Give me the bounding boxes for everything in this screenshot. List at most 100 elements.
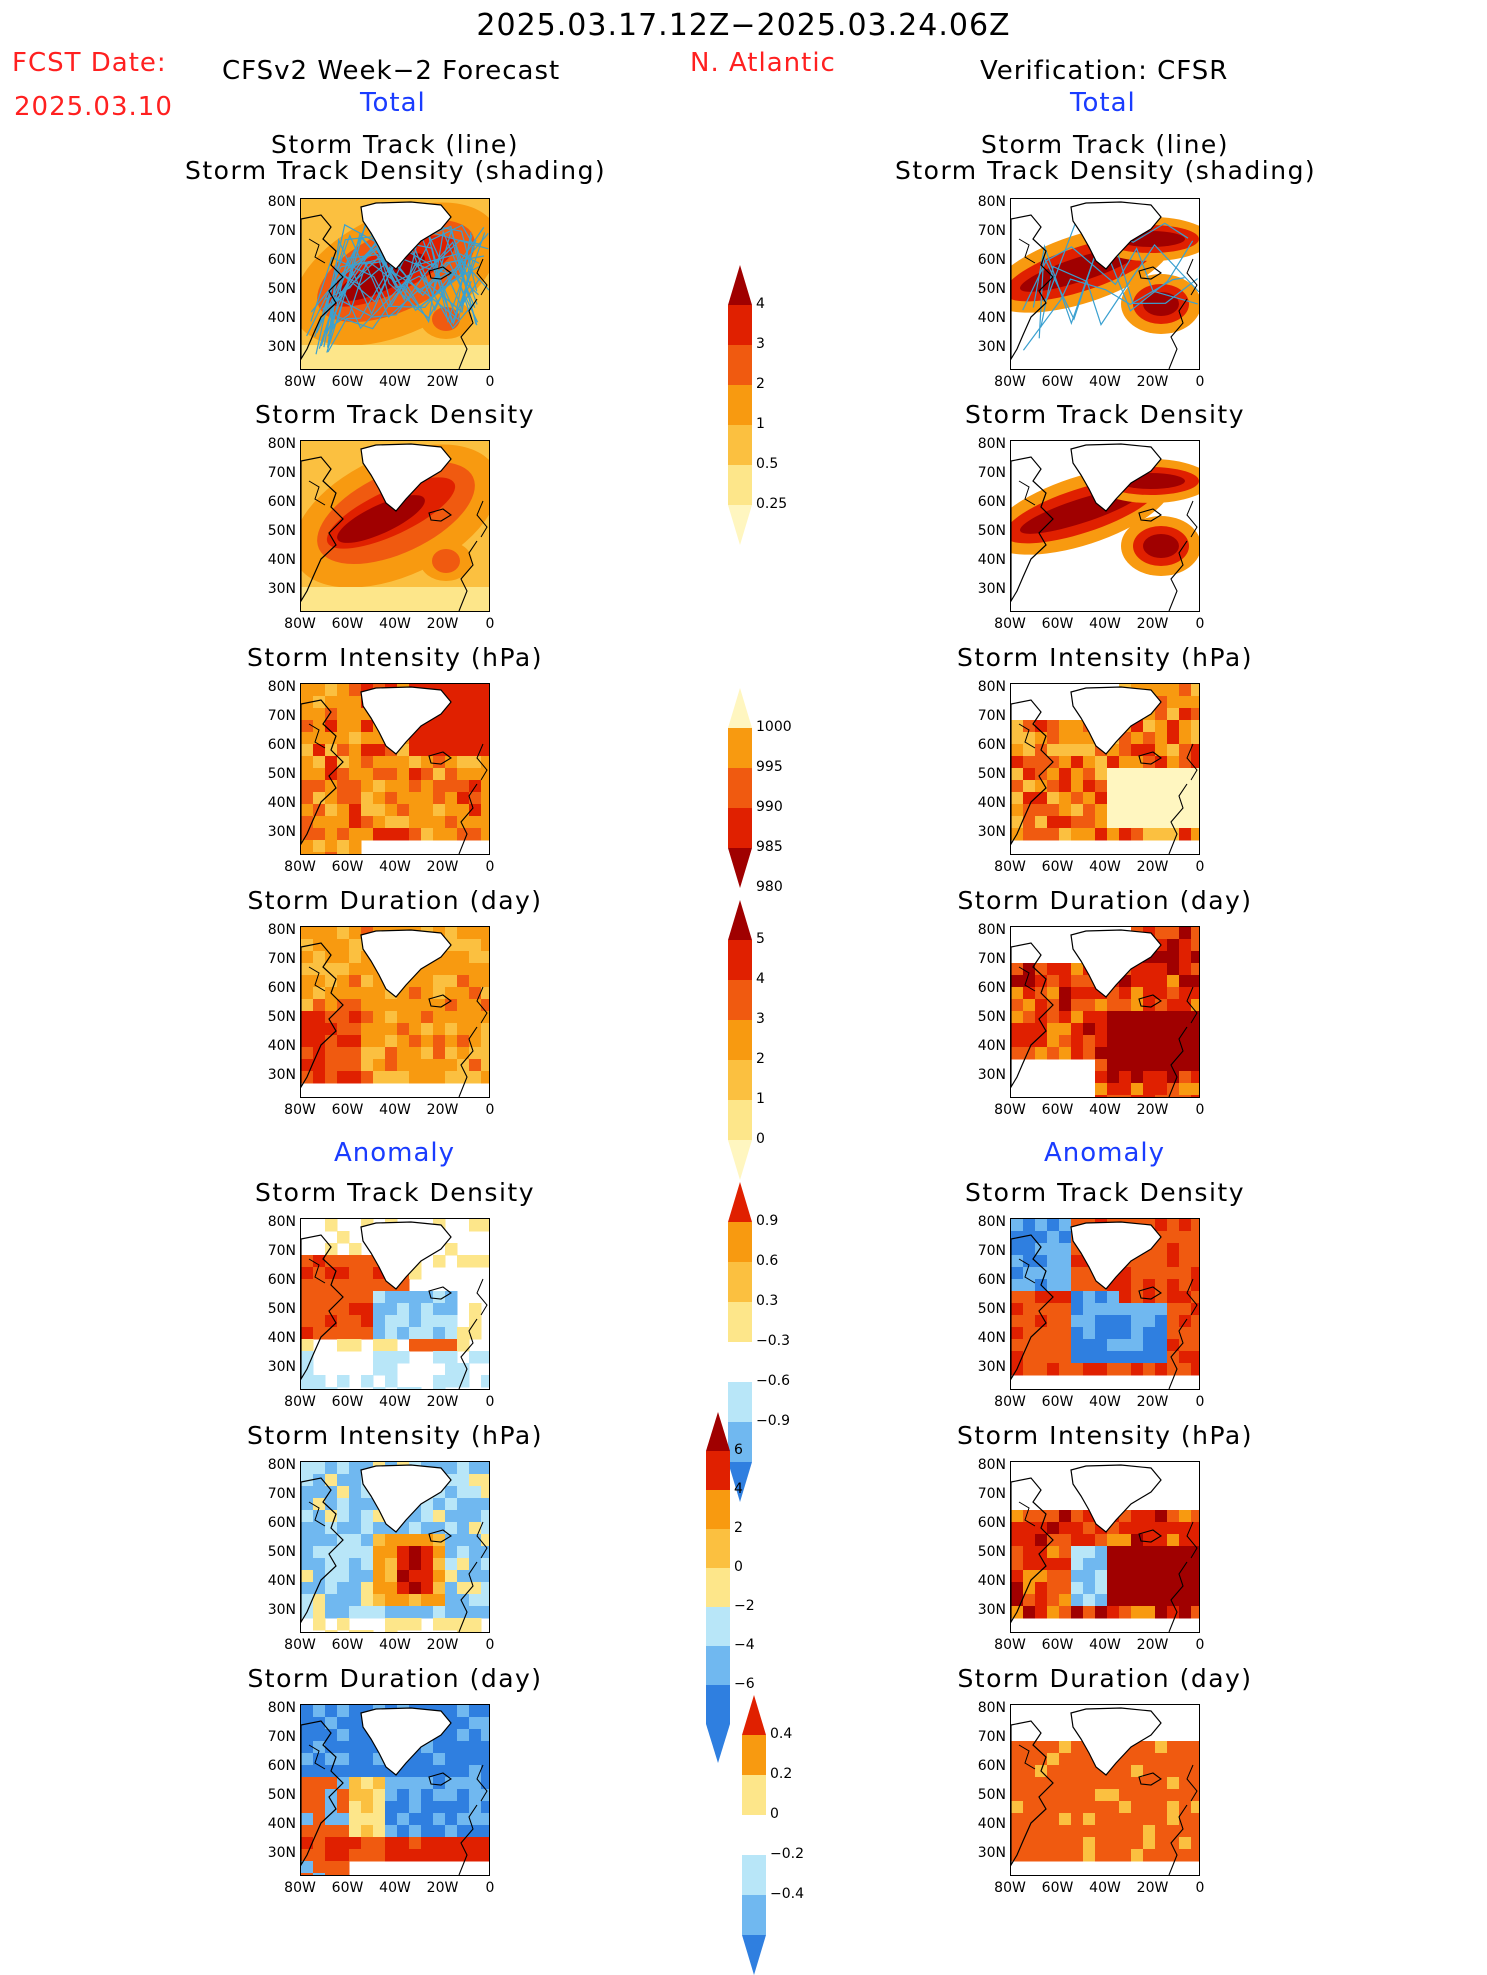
lat-tick-label: 60N <box>977 1272 1006 1288</box>
panel-title: Storm Duration (day) <box>957 1664 1253 1693</box>
colorbar-intensity <box>728 688 752 888</box>
lat-tick-label: 40N <box>977 1816 1006 1832</box>
lon-tick-label: 20W <box>426 1102 459 1118</box>
lat-tick-label: 30N <box>977 1845 1006 1861</box>
lat-tick-label: 30N <box>977 339 1006 355</box>
map-panel-danom-forecast <box>300 1218 490 1390</box>
lon-tick-label: 60W <box>331 374 364 390</box>
panel-title: Storm Track Density <box>254 1178 535 1207</box>
lon-tick-label: 0 <box>1195 859 1205 875</box>
lat-tick-label: 40N <box>267 1573 296 1589</box>
map-panel-density-forecast <box>300 440 490 612</box>
panel-title: Storm Track Density <box>964 400 1245 429</box>
lat-tick-label: 70N <box>977 708 1006 724</box>
colorbar-tick-label: −0.9 <box>756 1413 790 1429</box>
lat-tick-label: 80N <box>267 436 296 452</box>
lon-tick-label: 40W <box>1089 859 1121 875</box>
lon-tick-label: 80W <box>994 1637 1026 1653</box>
lat-tick-label: 60N <box>977 737 1006 753</box>
panel-title: Storm Track Density (shading) <box>185 156 607 185</box>
colorbar-tick-label: 995 <box>756 759 783 775</box>
lat-tick-label: 40N <box>977 1330 1006 1346</box>
lat-tick-label: 40N <box>977 552 1006 568</box>
lon-tick-label: 40W <box>379 1394 411 1410</box>
lon-tick-label: 60W <box>1041 1102 1074 1118</box>
lat-tick-label: 30N <box>977 824 1006 840</box>
colorbar-tick-label: −0.2 <box>770 1846 804 1862</box>
lon-tick-label: 60W <box>331 616 364 632</box>
lat-tick-label: 70N <box>977 1243 1006 1259</box>
lat-tick-label: 60N <box>977 1515 1006 1531</box>
colorbar-tick-label: −0.6 <box>756 1373 790 1389</box>
lat-tick-label: 70N <box>977 951 1006 967</box>
lon-tick-label: 20W <box>426 1394 459 1410</box>
lat-tick-label: 60N <box>267 494 296 510</box>
colorbar-tick-label: 3 <box>756 336 765 352</box>
lon-tick-label: 40W <box>379 1880 411 1896</box>
lat-tick-label: 50N <box>267 1009 296 1025</box>
lon-tick-label: 80W <box>994 616 1026 632</box>
lat-tick-label: 30N <box>267 1602 296 1618</box>
lon-tick-label: 0 <box>1195 1880 1205 1896</box>
lon-tick-label: 20W <box>1136 1394 1169 1410</box>
lat-tick-label: 70N <box>267 223 296 239</box>
fcst-date-value: 2025.03.10 <box>14 92 173 122</box>
panel-title: Storm Intensity (hPa) <box>957 1421 1253 1450</box>
left-anomaly-label: Anomaly <box>334 1138 456 1168</box>
lon-tick-label: 20W <box>426 616 459 632</box>
lat-tick-label: 80N <box>267 1457 296 1473</box>
lat-tick-label: 80N <box>267 1700 296 1716</box>
lon-tick-label: 40W <box>379 1637 411 1653</box>
date-range-title: 2025.03.17.12Z−2025.03.24.06Z <box>476 8 1011 43</box>
right-anomaly-label: Anomaly <box>1044 1138 1166 1168</box>
colorbar-tick-label: 2 <box>734 1520 743 1536</box>
lon-tick-label: 60W <box>1041 859 1074 875</box>
lat-tick-label: 80N <box>267 922 296 938</box>
lat-tick-label: 30N <box>267 824 296 840</box>
lat-tick-label: 30N <box>267 339 296 355</box>
lat-tick-label: 80N <box>977 1214 1006 1230</box>
left-total-label: Total <box>360 88 426 118</box>
lon-tick-label: 40W <box>379 374 411 390</box>
lon-tick-label: 0 <box>485 374 495 390</box>
lat-tick-label: 50N <box>267 1787 296 1803</box>
lat-tick-label: 70N <box>267 1486 296 1502</box>
colorbar-tick-label: 0.25 <box>756 496 788 512</box>
lon-tick-label: 20W <box>1136 859 1169 875</box>
lat-tick-label: 40N <box>267 795 296 811</box>
map-panel-uanom-forecast <box>300 1704 490 1876</box>
lon-tick-label: 40W <box>379 616 411 632</box>
lat-tick-label: 70N <box>267 708 296 724</box>
map-panel-track-verification <box>1010 198 1200 370</box>
map-panel-ianom-verification <box>1010 1461 1200 1633</box>
lat-tick-label: 40N <box>267 310 296 326</box>
lon-tick-label: 60W <box>331 859 364 875</box>
lon-tick-label: 80W <box>994 1880 1026 1896</box>
lat-tick-label: 80N <box>977 679 1006 695</box>
lat-tick-label: 50N <box>977 281 1006 297</box>
map-panel-intensity-verification <box>1010 683 1200 855</box>
map-panel-duration-verification <box>1010 926 1200 1098</box>
colorbar-tick-label: 0.4 <box>770 1726 793 1742</box>
lat-tick-label: 70N <box>977 1486 1006 1502</box>
lat-tick-label: 70N <box>267 1243 296 1259</box>
lon-tick-label: 20W <box>1136 1880 1169 1896</box>
panel-title: Storm Track Density <box>964 1178 1245 1207</box>
lon-tick-label: 60W <box>1041 1880 1074 1896</box>
lon-tick-label: 80W <box>284 1394 316 1410</box>
colorbar-density_anom <box>728 1182 752 1502</box>
colorbar-tick-label: 0 <box>734 1559 743 1575</box>
lat-tick-label: 60N <box>267 737 296 753</box>
lat-tick-label: 80N <box>267 679 296 695</box>
colorbar-tick-label: 2 <box>756 1051 765 1067</box>
lon-tick-label: 60W <box>1041 1394 1074 1410</box>
panel-title: Storm Duration (day) <box>957 886 1253 915</box>
lon-tick-label: 0 <box>485 1102 495 1118</box>
lon-tick-label: 80W <box>994 374 1026 390</box>
panel-title: Storm Intensity (hPa) <box>247 643 543 672</box>
colorbar-tick-label: 2 <box>756 376 765 392</box>
fcst-date-label: FCST Date: <box>12 48 167 78</box>
lat-tick-label: 60N <box>977 980 1006 996</box>
lat-tick-label: 40N <box>977 1573 1006 1589</box>
colorbar-tick-label: 0.3 <box>756 1293 779 1309</box>
